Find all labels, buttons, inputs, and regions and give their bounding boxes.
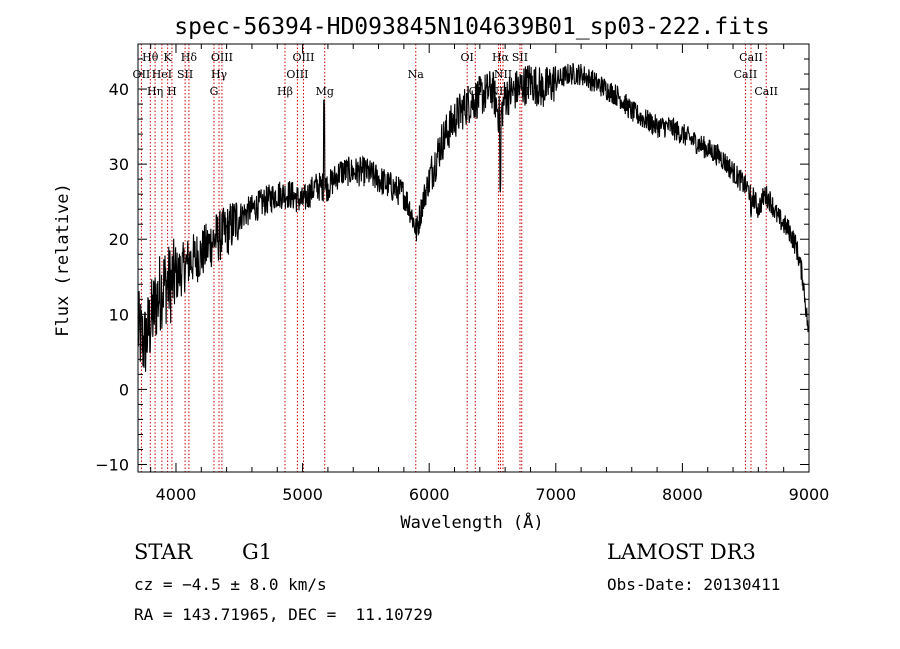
line-marker-label-10: OIII (211, 51, 233, 64)
line-marker-label-4: K (164, 51, 173, 64)
y-tick-label-4: 30 (109, 155, 129, 174)
line-marker-label-21: SII (512, 51, 528, 64)
line-marker-label-3: HeI (152, 68, 172, 81)
line-marker-label-16: OI (460, 51, 473, 64)
x-tick-label-1: 5000 (282, 485, 323, 504)
line-marker-label-13: OIII (292, 51, 314, 64)
x-tick-label-2: 6000 (409, 485, 450, 504)
line-marker-label-25: CaII (754, 85, 778, 98)
x-tick-label-5: 9000 (789, 485, 830, 504)
x-axis-ticks: 4000 5000 6000 7000 8000 9000 (150, 44, 830, 504)
line-marker-label-2: Hη (147, 85, 163, 98)
line-marker-label-15: Na (408, 68, 425, 81)
y-tick-label-0: −10 (95, 455, 129, 474)
chart-title: spec-56394-HD093845N104639B01_sp03-222.f… (174, 14, 769, 40)
survey-name: LAMOST DR3 (607, 540, 756, 564)
y-tick-label-1: 0 (119, 380, 129, 399)
line-marker-labels: OIIHθHηHeIKHSIIHδGHγOIIIHβOIIIOIIIMgNaOI… (133, 51, 778, 98)
redshift-line: cz = −4.5 ± 8.0 km/s (134, 575, 327, 594)
line-marker-label-5: H (167, 85, 177, 98)
x-tick-label-4: 8000 (662, 485, 703, 504)
line-marker-label-14: Mg (316, 85, 334, 98)
y-tick-label-2: 10 (109, 305, 129, 324)
obs-date: Obs-Date: 20130411 (607, 575, 781, 594)
x-tick-label-3: 7000 (535, 485, 576, 504)
x-axis-label: Wavelength (Å) (400, 511, 543, 533)
line-marker-label-23: CaII (734, 68, 758, 81)
line-marker-label-19: Hα (492, 51, 510, 64)
plot-frame (137, 43, 810, 473)
line-marker-label-12: OIII (286, 68, 308, 81)
line-marker-label-1: Hθ (142, 51, 159, 64)
flux-series-line (137, 62, 810, 372)
line-marker-label-11: Hβ (277, 85, 293, 98)
y-tick-label-3: 20 (109, 230, 129, 249)
line-marker-label-24: CaII (739, 51, 763, 64)
y-tick-label-5: 40 (109, 80, 129, 99)
line-marker-label-9: Hγ (211, 68, 228, 81)
y-axis-ticks: −10 0 10 20 30 40 (95, 58, 809, 474)
x-tick-label-0: 4000 (156, 485, 197, 504)
line-markers (140, 44, 767, 472)
object-class: STAR (134, 540, 193, 564)
line-marker-label-20: NII (494, 68, 512, 81)
line-marker-label-6: SII (177, 68, 193, 81)
line-marker-label-7: Hδ (181, 51, 198, 64)
line-marker-label-8: G (210, 85, 219, 98)
coordinates: RA = 143.71965, DEC = 11.10729 (134, 605, 433, 624)
object-subclass: G1 (242, 540, 273, 564)
y-axis-label: Flux (relative) (53, 183, 73, 337)
